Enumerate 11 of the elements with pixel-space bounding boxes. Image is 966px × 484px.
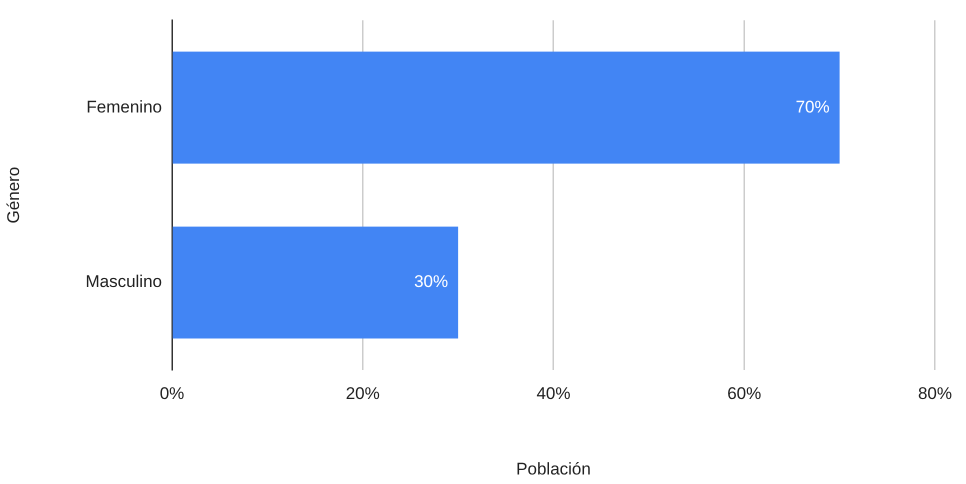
y-tick-label: Femenino [86, 97, 162, 116]
y-axis-title: Género [4, 166, 23, 224]
data-label: 30% [414, 272, 448, 292]
data-label: 70% [796, 97, 830, 116]
x-tick-label: 40% [536, 384, 571, 403]
x-tick-label: 20% [346, 384, 380, 403]
y-tick-label: Masculino [85, 272, 162, 292]
x-axis-title: Población [516, 459, 591, 478]
x-tick-label: 80% [918, 384, 952, 403]
x-tick-label: 60% [727, 384, 762, 403]
x-tick-label: 0% [160, 384, 184, 403]
